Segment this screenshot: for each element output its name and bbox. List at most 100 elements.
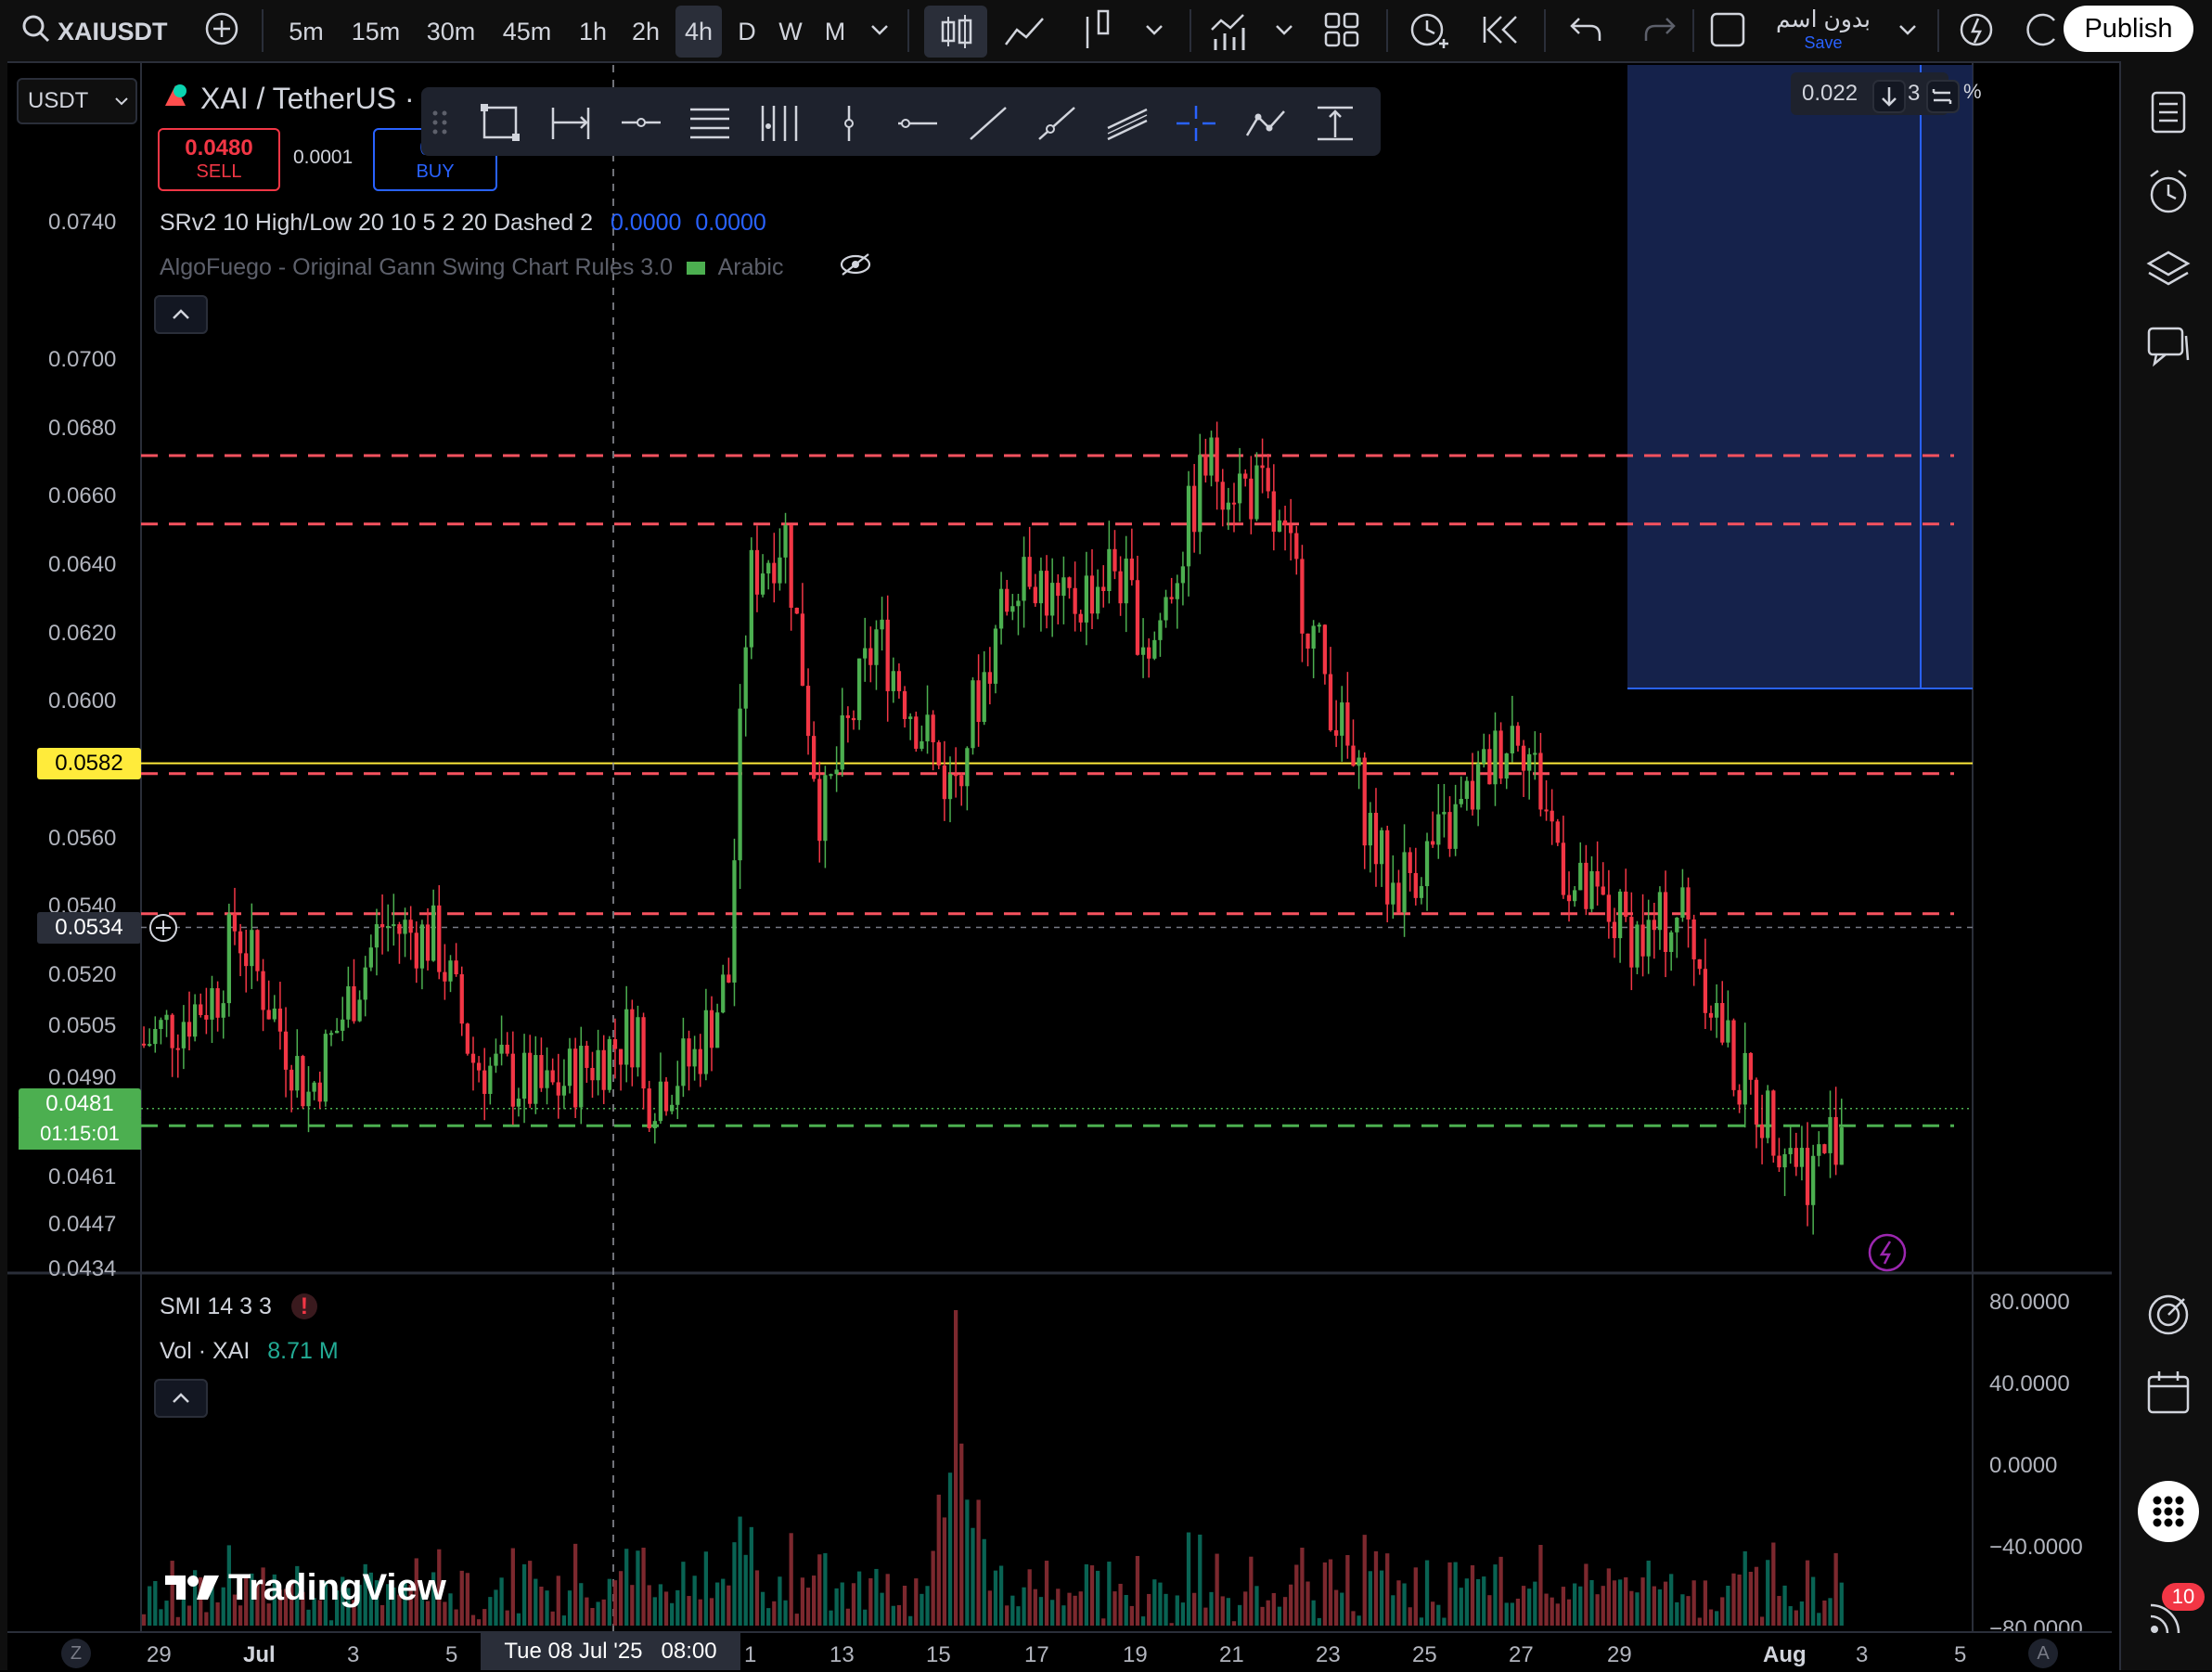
chat-icon[interactable] — [2145, 323, 2192, 369]
layout-name[interactable]: بدون اسم — [1776, 6, 1871, 32]
date-range-tool-icon[interactable] — [549, 104, 592, 141]
horizontal-ray-icon[interactable] — [620, 104, 662, 141]
candle-body — [749, 549, 753, 648]
watermark-text: TradingView — [228, 1566, 446, 1608]
undo-icon[interactable] — [1568, 13, 1605, 46]
volume-bar — [1169, 1623, 1174, 1626]
candle-body — [261, 971, 265, 1010]
sell-button[interactable]: 0.0480 SELL — [158, 128, 280, 191]
timeframe-30m[interactable]: 30m — [426, 18, 476, 45]
timeframe-d[interactable]: D — [738, 18, 756, 45]
toggle-icon[interactable] — [1926, 80, 1960, 113]
measure-box[interactable]: 0.022 3 — [1791, 72, 1948, 115]
parallel-channel-icon[interactable] — [1106, 104, 1149, 141]
symbol-search[interactable]: XAIUSDT — [58, 18, 168, 45]
volume-bar — [1799, 1601, 1805, 1626]
volume-bar — [1243, 1591, 1248, 1626]
timeframe-m[interactable]: M — [824, 18, 846, 45]
collapse-legend-button[interactable] — [154, 295, 208, 334]
save-button[interactable]: Save — [1804, 33, 1843, 52]
fib-lines-icon[interactable] — [688, 104, 731, 141]
chevron-down-icon[interactable] — [1897, 19, 1919, 41]
timeframe-2h[interactable]: 2h — [631, 18, 661, 45]
chevron-down-icon[interactable] — [1273, 19, 1295, 41]
time-axis[interactable] — [7, 1631, 2112, 1672]
timeframe-45m[interactable]: 45m — [502, 18, 552, 45]
candle-body — [352, 985, 356, 1022]
bars-icon[interactable] — [1080, 7, 1113, 54]
replay-icon[interactable] — [1481, 13, 1522, 46]
rectangle-tool-icon[interactable] — [479, 104, 521, 141]
volume-bar — [812, 1576, 817, 1626]
apps-button[interactable] — [2138, 1481, 2199, 1542]
layers-icon[interactable] — [2145, 247, 2192, 293]
time-tick-label: 29 — [147, 1642, 172, 1667]
timeframe-15m[interactable]: 15m — [351, 18, 401, 45]
volume-bar — [749, 1526, 753, 1626]
auto-scale-button[interactable]: A — [2028, 1639, 2058, 1668]
time-tick-label: 15 — [926, 1642, 951, 1667]
candle-body — [1385, 830, 1390, 905]
trend-line-icon[interactable] — [967, 104, 1010, 141]
alarm-clock-icon[interactable] — [2145, 169, 2192, 215]
zoom-button[interactable]: Z — [61, 1639, 91, 1668]
volume-bar — [800, 1577, 805, 1626]
candle-body — [1129, 559, 1134, 581]
redo-icon[interactable] — [1640, 13, 1678, 46]
warning-icon[interactable]: ! — [290, 1293, 317, 1319]
candle-body — [1737, 1089, 1742, 1105]
candle-body — [272, 1008, 276, 1020]
alert-clock-icon[interactable] — [1408, 7, 1451, 50]
add-symbol-icon[interactable] — [204, 11, 239, 46]
volume-legend[interactable]: Vol · XAI 8.71 M — [160, 1338, 339, 1365]
indicator-srv2-value: 0.0000 — [695, 210, 766, 236]
broadcast-icon[interactable] — [2145, 1592, 2192, 1639]
watchlist-icon[interactable] — [2145, 89, 2192, 135]
volume-bar — [1663, 1581, 1668, 1626]
chevron-down-icon[interactable] — [1143, 19, 1165, 41]
timeframe-4h[interactable]: 4h — [675, 6, 722, 58]
currency-select[interactable]: USDT — [17, 78, 137, 124]
layout-square-icon[interactable] — [1709, 11, 1746, 48]
volume-bar — [834, 1588, 839, 1626]
volume-bar — [476, 1619, 482, 1626]
chevron-down-icon[interactable] — [868, 19, 891, 41]
ray-icon[interactable] — [1035, 104, 1078, 141]
publish-button[interactable]: Publish — [2064, 6, 2193, 52]
volume-bar — [681, 1562, 686, 1626]
timeframe-1h[interactable]: 1h — [578, 18, 608, 45]
search-icon[interactable] — [20, 13, 52, 45]
candle-body — [175, 1048, 180, 1050]
eye-hidden-icon[interactable] — [839, 252, 872, 277]
smi-legend[interactable]: SMI 14 3 3 ! — [160, 1293, 317, 1320]
target-icon[interactable] — [2145, 1292, 2192, 1338]
crosshair-tool-icon[interactable] — [1175, 104, 1217, 141]
volume-bar — [1510, 1602, 1514, 1626]
calendar-icon[interactable] — [2145, 1370, 2192, 1416]
candle-body — [1067, 577, 1072, 588]
line-chart-icon[interactable] — [1002, 13, 1047, 50]
candles-button[interactable] — [924, 6, 987, 58]
add-alert-icon[interactable] — [147, 911, 180, 945]
quick-search-icon[interactable] — [1958, 9, 1999, 50]
layout-grid-icon[interactable] — [1323, 11, 1360, 48]
timeframe-w[interactable]: W — [778, 18, 803, 45]
lightning-icon[interactable] — [1867, 1232, 1908, 1273]
fib-timezone-icon[interactable] — [757, 104, 800, 141]
indicators-icon[interactable] — [1208, 9, 1249, 52]
vertical-line-icon[interactable] — [828, 104, 870, 141]
timeframe-5m[interactable]: 5m — [289, 18, 324, 45]
drag-handle-icon[interactable] — [429, 104, 451, 141]
path-tool-icon[interactable] — [1245, 104, 1288, 141]
notification-badge[interactable]: 10 — [2162, 1583, 2205, 1611]
candle-body — [1328, 674, 1333, 731]
horizontal-line-icon[interactable] — [896, 104, 939, 141]
arrow-down-icon[interactable] — [1872, 80, 1906, 113]
indicator-gann-legend[interactable]: AlgoFuego - Original Gann Swing Chart Ru… — [160, 254, 783, 281]
price-range-tool-icon[interactable] — [1314, 104, 1357, 141]
indicator-srv2-legend[interactable]: SRv2 10 High/Low 20 10 5 2 20 Dashed 2 0… — [160, 210, 766, 237]
collapse-pane-button[interactable] — [154, 1379, 208, 1418]
settings-partial-icon[interactable] — [2026, 9, 2058, 50]
volume-bar — [840, 1582, 844, 1626]
